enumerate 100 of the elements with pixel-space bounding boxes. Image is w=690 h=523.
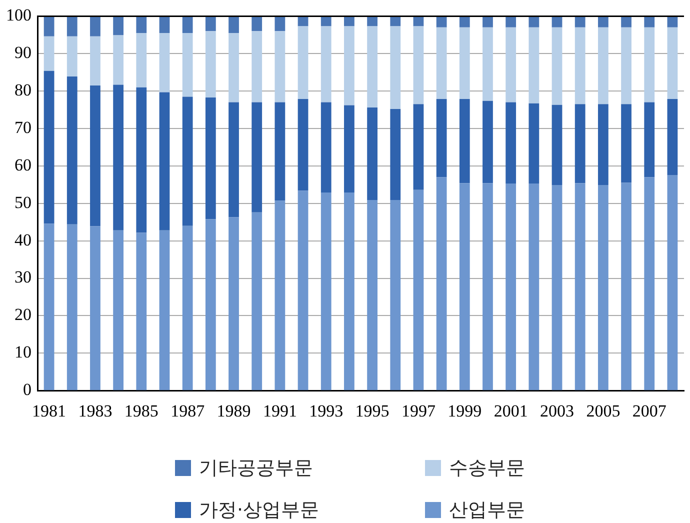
bar <box>598 185 608 390</box>
bar <box>367 108 378 200</box>
bar <box>598 104 608 186</box>
bar <box>621 182 632 390</box>
bar <box>574 183 586 390</box>
bar <box>552 185 562 390</box>
bar <box>228 33 239 102</box>
bar <box>436 27 447 99</box>
bar <box>113 230 124 390</box>
bar <box>274 102 286 201</box>
x-tick-label: 1991 <box>262 401 297 420</box>
bar <box>344 192 354 390</box>
y-tick-label: 90 <box>14 43 32 62</box>
bar <box>367 16 378 26</box>
y-tick-label: 10 <box>14 342 32 362</box>
bar <box>574 27 586 104</box>
bar <box>298 190 308 390</box>
bar <box>667 174 678 390</box>
bar <box>436 16 447 28</box>
bar <box>598 16 608 28</box>
bar <box>274 31 286 102</box>
bar <box>459 27 470 99</box>
bar <box>90 226 100 390</box>
bar <box>644 102 655 178</box>
bar <box>482 183 493 390</box>
bar <box>528 27 540 104</box>
x-tick-label: 2001 <box>494 401 528 420</box>
bar <box>320 16 332 26</box>
bar <box>667 98 678 175</box>
bar <box>482 16 493 28</box>
bar <box>66 16 78 36</box>
y-tick-label: 40 <box>14 230 32 250</box>
bar <box>90 85 100 226</box>
bar <box>644 177 655 390</box>
bar <box>367 200 378 390</box>
bar <box>390 200 401 390</box>
bar <box>459 183 470 390</box>
bar <box>320 102 332 193</box>
bar <box>136 16 147 34</box>
bar <box>344 26 354 106</box>
bar <box>459 98 470 184</box>
bar <box>413 104 424 190</box>
bar <box>598 27 608 104</box>
bar <box>113 84 124 230</box>
bar <box>320 192 332 390</box>
bar <box>506 102 516 184</box>
bar <box>159 33 170 92</box>
bar <box>574 16 586 28</box>
x-tick-label: 2007 <box>632 401 667 420</box>
bar <box>252 102 262 212</box>
bar <box>667 16 678 28</box>
bar <box>621 27 632 104</box>
bar <box>552 27 562 105</box>
bar <box>390 109 401 200</box>
bar <box>182 96 193 226</box>
bar <box>159 230 170 390</box>
y-tick-label: 0 <box>23 380 32 400</box>
bar <box>44 36 54 71</box>
bar <box>228 102 239 218</box>
legend-label: 산업부문 <box>449 498 525 523</box>
bar <box>644 16 655 28</box>
bar <box>90 16 100 36</box>
bar <box>413 26 424 104</box>
x-tick-label: 1981 <box>32 401 66 420</box>
x-tick-label: 1989 <box>216 401 251 420</box>
bar <box>159 16 170 34</box>
bar <box>136 33 147 88</box>
x-tick-label: 1993 <box>309 401 344 420</box>
bar <box>621 16 632 28</box>
bar <box>367 26 378 108</box>
bar <box>182 16 193 34</box>
bar <box>552 104 562 186</box>
bar <box>344 16 354 26</box>
y-tick-label: 30 <box>14 268 32 287</box>
bar <box>90 36 100 86</box>
bar <box>205 31 216 98</box>
legend-label: 가정·상업부문 <box>199 498 320 523</box>
bar <box>436 98 447 178</box>
y-tick-label: 20 <box>14 305 32 324</box>
bar <box>205 16 216 32</box>
bar <box>482 27 493 101</box>
bar <box>506 16 516 28</box>
bar <box>528 16 540 28</box>
x-tick-label: 1999 <box>448 401 482 420</box>
bar <box>274 200 286 390</box>
bar <box>667 27 678 99</box>
bar <box>459 16 470 28</box>
bar <box>644 27 655 102</box>
legend-label: 수송부문 <box>449 456 525 481</box>
bar <box>506 27 516 102</box>
bar <box>113 16 124 36</box>
y-tick-label: 100 <box>6 6 32 25</box>
bar <box>252 16 262 32</box>
bar <box>552 16 562 28</box>
bar <box>413 16 424 26</box>
bar <box>228 16 239 34</box>
bar <box>66 76 78 224</box>
bar <box>298 26 308 99</box>
bar <box>482 100 493 184</box>
bar <box>390 16 401 26</box>
